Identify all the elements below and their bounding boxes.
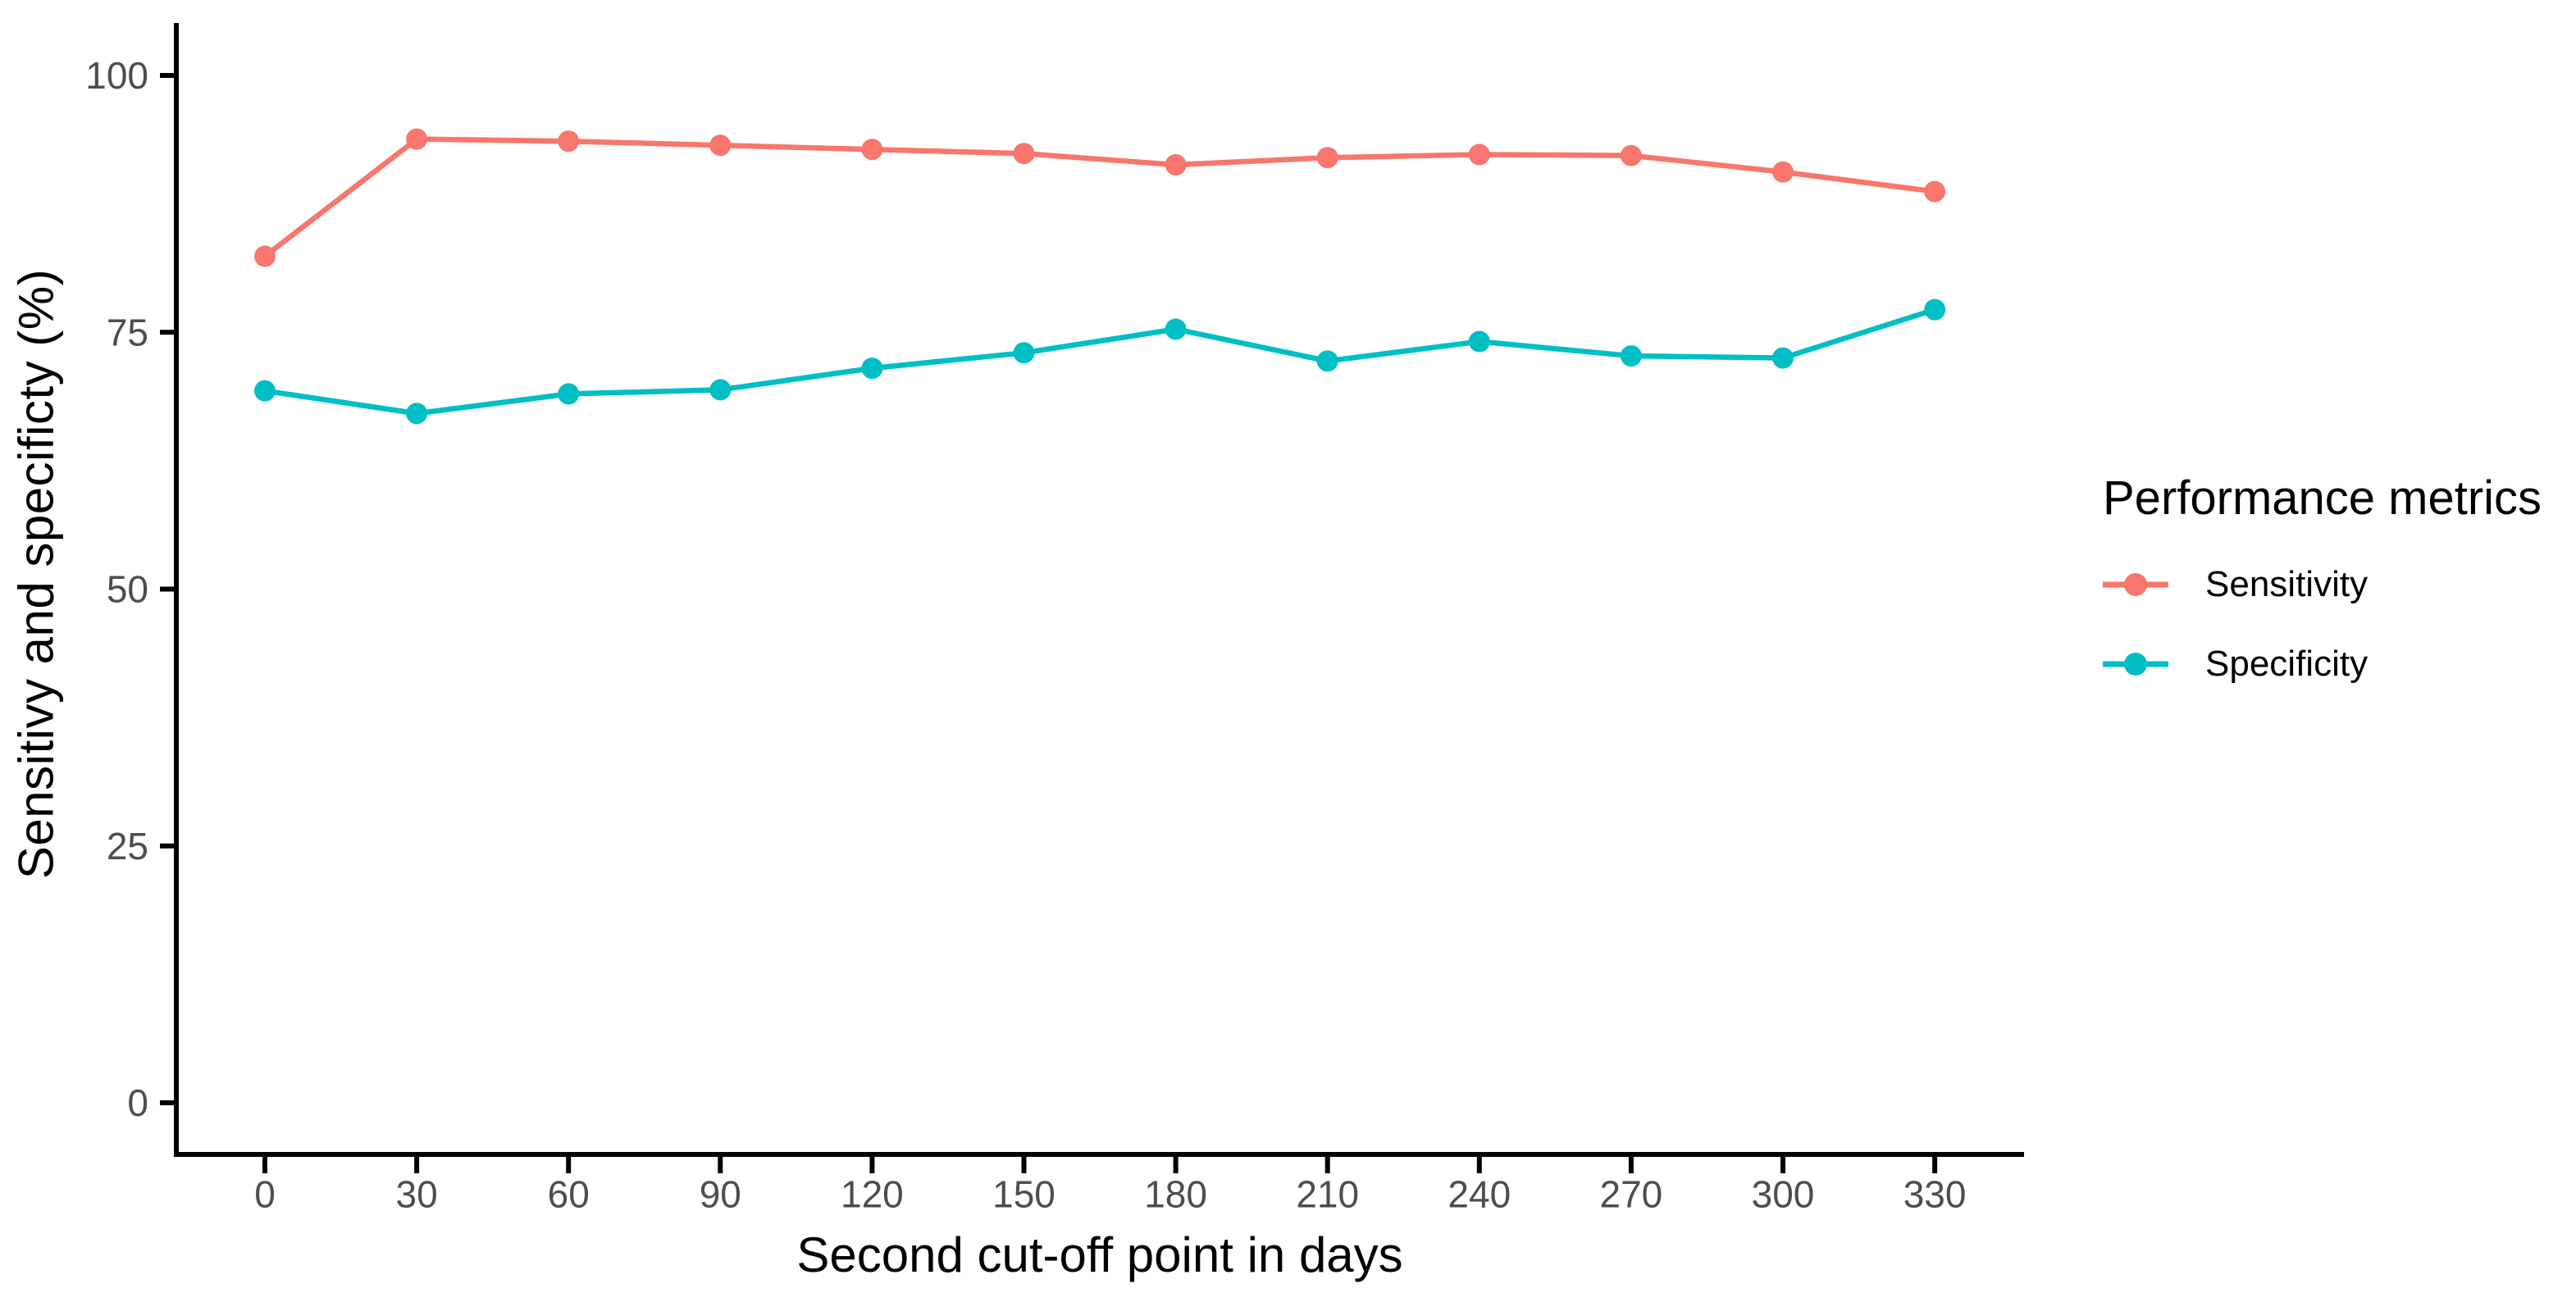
data-point-sensitivity (406, 128, 428, 150)
data-point-specificity (1165, 318, 1187, 340)
data-point-specificity (1013, 342, 1035, 364)
x-tick-label: 150 (992, 1172, 1055, 1215)
specificity-key-icon (2103, 641, 2168, 687)
data-point-sensitivity (1924, 180, 1946, 203)
data-point-sensitivity (1165, 154, 1187, 176)
y-tick-label: 100 (85, 54, 148, 97)
legend-label-sensitivity: Sensitivity (2205, 564, 2369, 604)
series-line-specificity (262, 307, 1938, 417)
data-point-specificity (861, 357, 883, 380)
x-tick-label: 0 (254, 1172, 276, 1215)
data-point-specificity (1924, 298, 1946, 321)
data-point-sensitivity (861, 139, 883, 161)
data-point-sensitivity (1316, 147, 1338, 169)
data-point-sensitivity (1620, 144, 1642, 166)
legend-item-specificity: Specificity (2103, 641, 2542, 687)
sensitivity-key-dot (2124, 573, 2147, 596)
data-point-specificity (1468, 330, 1490, 353)
legend: Performance metrics Sensitivity Specific… (2103, 470, 2542, 687)
x-tick-label: 330 (1904, 1172, 1967, 1215)
y-axis-title: Sensitivy and specificty (%) (8, 268, 64, 880)
data-point-sensitivity (1013, 143, 1035, 165)
specificity-key-dot (2124, 653, 2147, 676)
sensitivity-key-icon (2103, 562, 2168, 608)
y-tick-label: 50 (107, 568, 148, 611)
x-tick-label: 270 (1600, 1172, 1663, 1215)
y-tick-label: 25 (107, 825, 148, 867)
data-point-specificity (254, 380, 276, 402)
series-line-sensitivity (262, 136, 1938, 259)
x-tick-label: 240 (1448, 1172, 1511, 1215)
x-tick-label: 300 (1752, 1172, 1815, 1215)
data-point-specificity (1772, 347, 1794, 369)
data-point-sensitivity (1772, 161, 1794, 183)
y-tick-label: 75 (107, 311, 148, 353)
data-point-specificity (709, 379, 732, 401)
x-tick-label: 90 (700, 1172, 741, 1215)
data-point-specificity (558, 383, 580, 405)
data-point-sensitivity (709, 134, 732, 157)
legend-title: Performance metrics (2103, 471, 2542, 525)
data-point-specificity (406, 403, 428, 425)
y-tick-label: 0 (127, 1081, 148, 1124)
data-point-sensitivity (254, 245, 276, 267)
x-tick-label: 30 (396, 1172, 438, 1215)
data-point-specificity (1620, 345, 1642, 367)
x-tick-label: 210 (1296, 1172, 1359, 1215)
x-tick-label: 120 (841, 1172, 904, 1215)
legend-label-specificity: Specificity (2205, 644, 2369, 684)
x-tick-label: 180 (1144, 1172, 1207, 1215)
data-point-specificity (1316, 350, 1338, 372)
x-axis-title: Second cut-off point in days (796, 1227, 1403, 1282)
x-tick-label: 60 (548, 1172, 590, 1215)
data-point-sensitivity (1468, 143, 1490, 166)
legend-item-sensitivity: Sensitivity (2103, 562, 2542, 608)
data-point-sensitivity (558, 130, 580, 153)
